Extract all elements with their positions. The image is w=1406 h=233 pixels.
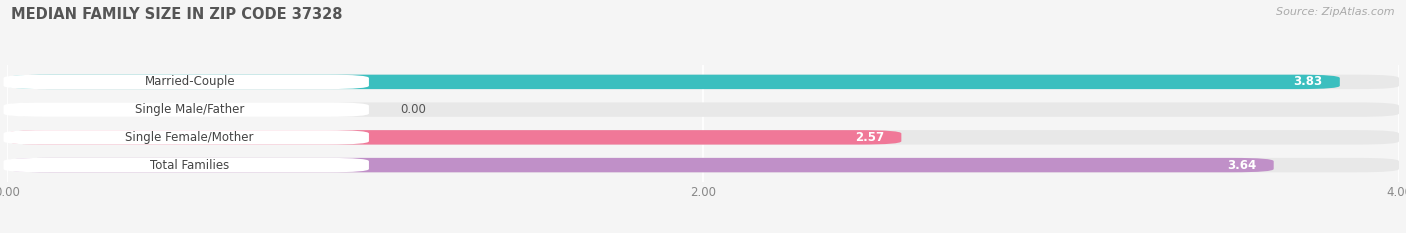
FancyBboxPatch shape bbox=[7, 130, 901, 144]
Text: Source: ZipAtlas.com: Source: ZipAtlas.com bbox=[1277, 7, 1395, 17]
FancyBboxPatch shape bbox=[7, 75, 1399, 89]
FancyBboxPatch shape bbox=[4, 103, 368, 117]
FancyBboxPatch shape bbox=[7, 158, 1399, 172]
Text: 3.83: 3.83 bbox=[1294, 75, 1323, 88]
FancyBboxPatch shape bbox=[4, 158, 368, 172]
FancyBboxPatch shape bbox=[7, 103, 1399, 117]
FancyBboxPatch shape bbox=[7, 75, 1340, 89]
Text: 0.00: 0.00 bbox=[401, 103, 426, 116]
Text: 2.57: 2.57 bbox=[855, 131, 884, 144]
FancyBboxPatch shape bbox=[4, 130, 368, 144]
Text: 3.64: 3.64 bbox=[1227, 159, 1257, 171]
FancyBboxPatch shape bbox=[7, 130, 1399, 144]
Text: Total Families: Total Families bbox=[150, 159, 229, 171]
Text: Married-Couple: Married-Couple bbox=[145, 75, 235, 88]
FancyBboxPatch shape bbox=[7, 158, 1274, 172]
Text: MEDIAN FAMILY SIZE IN ZIP CODE 37328: MEDIAN FAMILY SIZE IN ZIP CODE 37328 bbox=[11, 7, 343, 22]
FancyBboxPatch shape bbox=[4, 75, 368, 89]
Text: Single Male/Father: Single Male/Father bbox=[135, 103, 245, 116]
Text: Single Female/Mother: Single Female/Mother bbox=[125, 131, 254, 144]
